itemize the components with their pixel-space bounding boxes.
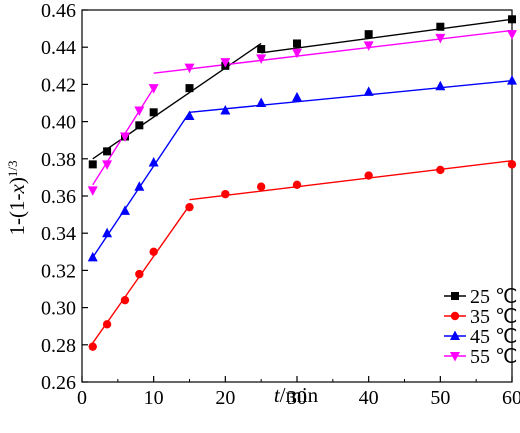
data-point [134,106,145,116]
legend-marker [450,311,460,321]
y-axis-title-variable: x [5,183,29,194]
plot-frame [81,9,513,383]
data-point [148,84,159,94]
x-axis-title: t/min [274,383,319,407]
data-markers [87,15,517,351]
data-point [292,48,302,59]
data-point [120,295,130,305]
data-point [120,132,130,142]
data-point [257,45,266,54]
data-point [220,58,231,68]
plot-border [81,9,513,383]
data-point [88,160,97,169]
legend-marker [450,352,460,362]
legend-marker [450,330,460,340]
data-point [436,165,445,175]
x-tick-label: 20 [215,387,235,409]
y-tick-label: 0.40 [41,112,76,134]
y-tick-label: 0.32 [41,260,76,282]
data-point [221,189,230,199]
y-tick-label: 0.46 [41,0,76,22]
data-point [507,30,517,40]
legend-label: 45 ℃ [470,326,517,348]
data-point [185,84,194,93]
y-axis-title: 1-(1-x)1/3 [5,161,30,236]
data-point [184,110,195,121]
fit-lines [92,18,513,344]
data-point [88,342,97,351]
data-point [508,15,516,24]
data-point [364,171,373,180]
fit-line [261,18,513,54]
x-tick-label: 50 [430,387,450,409]
data-point [134,181,145,191]
x-tick-label: 40 [359,387,379,409]
data-point [256,54,267,64]
data-point [435,33,446,44]
data-point [87,251,98,262]
legend-label: 35 ℃ [470,306,517,328]
fit-line [189,79,513,113]
fit-line [189,159,513,201]
data-point [293,39,301,48]
legend-marker [451,292,459,300]
data-point [148,157,159,167]
fit-line [92,42,262,160]
y-axis-title-close: ) [5,177,29,184]
y-tick-label: 0.36 [41,186,76,208]
legend: 25 ℃35 ℃45 ℃55 ℃ [444,286,517,368]
x-tick-label: 10 [144,387,164,409]
data-point [185,202,194,212]
y-tick-label: 0.42 [41,74,76,96]
data-point [102,320,112,329]
data-point [220,104,231,115]
data-point [364,30,373,39]
axis-ticks: 0 10 20 30 40 50 60 0.26 0.28 0.30 0.32 0.34 0.36 0.3… [41,0,520,409]
data-point [149,108,158,117]
data-point [102,227,113,238]
data-point [256,182,266,191]
y-tick-label: 0.28 [41,335,76,357]
data-point [363,86,374,96]
legend-label: 25 ℃ [470,286,517,308]
data-point [87,186,98,196]
fit-line [153,29,513,74]
y-tick-label: 0.38 [41,149,76,171]
data-point [120,205,130,215]
x-tick-label: 60 [502,387,520,409]
data-point [292,180,302,190]
y-tick-label: 0.44 [41,37,76,59]
data-point [149,247,158,256]
data-point [363,41,374,51]
data-point [436,22,445,31]
data-point [435,80,446,91]
y-tick-label: 0.26 [41,372,76,394]
data-point [507,75,517,85]
data-point [507,160,517,169]
data-point [135,269,144,279]
y-tick-label: 0.30 [41,298,76,320]
x-tick-label: 30 [287,387,307,409]
y-tick-label: 0.34 [41,223,76,245]
data-point [292,91,302,102]
data-point [184,63,195,74]
data-point [256,97,267,107]
x-tick-label: 0 [77,387,87,409]
data-point [102,160,113,170]
y-axis-title-main: 1-(1- [5,193,29,235]
data-point [103,147,112,156]
x-axis-title-variable: t [274,383,281,407]
data-point [135,121,144,130]
x-axis-title-unit: /min [280,383,319,407]
y-axis-title-exponent: 1/3 [5,161,20,178]
legend-label: 55 ℃ [470,346,517,368]
